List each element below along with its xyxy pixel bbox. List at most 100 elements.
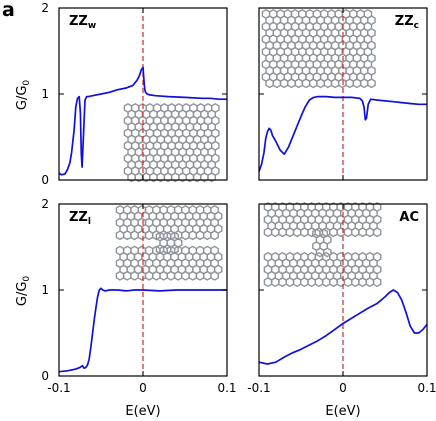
panel-title-main: ZZ	[69, 14, 88, 29]
conductance-curve	[58, 287, 227, 373]
conductance-curve	[258, 289, 428, 365]
hexagon-ring	[365, 277, 375, 288]
hexagon-ring	[292, 277, 302, 288]
hexagon-ring	[195, 230, 205, 241]
hexagon-ring	[351, 227, 360, 238]
hexagon-ring	[352, 78, 362, 89]
panel-title: ZZl	[69, 210, 91, 227]
hexagon-ring	[285, 277, 295, 288]
conductance-curve	[258, 95, 427, 172]
panel-2: ZZc	[258, 7, 428, 181]
y-tick-label: 2	[41, 197, 49, 211]
y-tick-label: 0	[41, 173, 49, 187]
hexagon-ring	[144, 230, 154, 241]
hexagon-ring	[188, 270, 198, 281]
panel-title-sub: w	[88, 21, 96, 31]
x-tick-label: 0.1	[417, 381, 436, 395]
hexagon-ring	[278, 277, 287, 288]
y-axis-label-bottom: G/G0	[15, 276, 32, 307]
y-axis-label-main: G/G	[15, 86, 30, 111]
hexagon-ring	[372, 227, 382, 238]
hexagon-ring	[173, 270, 183, 281]
hexagon-ring	[367, 78, 376, 89]
figure-letter: a	[2, 0, 15, 21]
x-tick-label: 0	[139, 381, 147, 395]
hexagon-ring	[314, 277, 324, 288]
y-axis-label-top: G/G0	[15, 80, 32, 111]
hexagon-ring	[166, 270, 176, 281]
hexagon-ring	[351, 277, 360, 288]
panel-4: -0.1 0 0.1 AC	[247, 201, 436, 395]
y-tick-label: 2	[41, 1, 49, 15]
hexagon-ring	[122, 230, 132, 241]
hexagon-ring	[338, 78, 347, 89]
hexagon-ring	[329, 277, 338, 288]
hexagon-ring	[159, 270, 169, 281]
y-tick-label: 1	[41, 87, 49, 101]
hexagon-ring	[181, 230, 190, 241]
hexagon-ring	[316, 78, 325, 89]
hexagon-ring	[210, 270, 219, 281]
y-axis-label-sub: 0	[22, 276, 32, 282]
hexagon-ring	[292, 227, 302, 238]
hexagon-ring	[130, 230, 139, 241]
hexagon-ring	[300, 227, 309, 238]
hexagon-ring	[202, 230, 212, 241]
panel-title-sub: c	[414, 21, 419, 31]
hexagon-ring	[358, 277, 367, 288]
x-axis-label-right: E(eV)	[325, 404, 360, 419]
hexagon-ring	[287, 78, 296, 89]
x-tick-label: -0.1	[247, 381, 270, 395]
hexagon-ring	[144, 270, 154, 281]
hexagon-ring	[210, 230, 219, 241]
panel-title-main: AC	[399, 210, 419, 225]
hexagon-ring	[202, 270, 212, 281]
panel-title-main: ZZ	[395, 14, 414, 29]
hexagon-ring	[170, 244, 179, 255]
hexagon-ring	[137, 270, 147, 281]
hexagon-ring	[181, 270, 190, 281]
panel-title-main: ZZ	[69, 210, 88, 225]
hexagon-ring	[122, 270, 132, 281]
hexagon-ring	[308, 78, 318, 89]
hexagon-ring	[365, 227, 375, 238]
graphene-structure-inset	[115, 204, 223, 281]
y-tick-label: 1	[41, 283, 49, 297]
hexagon-ring	[343, 227, 353, 238]
x-tick-label: 0.1	[217, 381, 236, 395]
graphene-structure-inset	[261, 8, 376, 89]
hexagon-ring	[323, 78, 333, 89]
hexagon-ring	[285, 227, 295, 238]
hexagon-ring	[115, 270, 125, 281]
hexagon-ring	[115, 230, 125, 241]
hexagon-ring	[195, 270, 205, 281]
x-axis-label-left: E(eV)	[125, 404, 160, 419]
panel-title: ZZw	[69, 14, 96, 31]
conductance-curve	[58, 66, 227, 176]
y-tick-label: 0	[41, 369, 49, 383]
hexagon-ring	[343, 277, 353, 288]
panel-title: ZZc	[395, 14, 419, 31]
panel-title: AC	[399, 210, 419, 225]
hexagon-ring	[359, 78, 369, 89]
hexagon-ring	[372, 277, 382, 288]
hexagon-ring	[263, 277, 273, 288]
hexagon-ring	[207, 172, 217, 183]
y-axis-label-sub: 0	[22, 80, 32, 86]
hexagon-ring	[307, 277, 316, 288]
hexagon-ring	[300, 277, 309, 288]
panel-1: 0 1 2 ZZw	[41, 1, 228, 187]
graphene-structure-inset	[263, 201, 382, 288]
hexagon-ring	[130, 270, 139, 281]
hexagon-ring	[279, 78, 289, 89]
hexagon-ring	[358, 227, 367, 238]
hexagon-ring	[321, 277, 331, 288]
x-tick-label: 0	[339, 381, 347, 395]
hexagon-ring	[270, 277, 280, 288]
hexagon-ring	[329, 227, 338, 238]
hexagon-ring	[272, 78, 282, 89]
hexagon-ring	[265, 78, 274, 89]
x-tick-label: -0.1	[47, 381, 70, 395]
